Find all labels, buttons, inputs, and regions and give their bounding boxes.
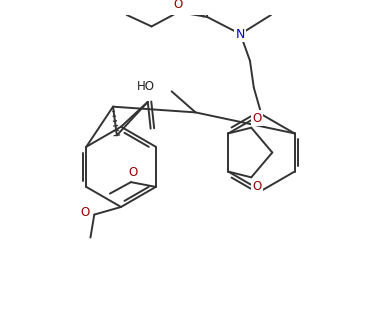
Text: O: O — [252, 180, 262, 193]
Text: O: O — [128, 166, 138, 179]
Text: N: N — [236, 28, 245, 40]
Text: O: O — [80, 206, 89, 219]
Text: O: O — [252, 112, 262, 125]
Text: HO: HO — [137, 80, 154, 93]
Text: O: O — [174, 0, 183, 11]
